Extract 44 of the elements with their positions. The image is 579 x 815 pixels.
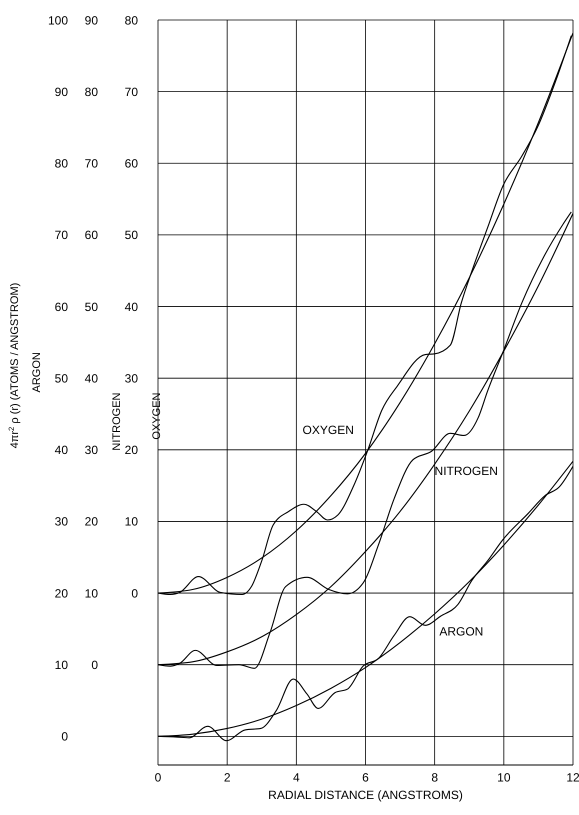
x-tick-label: 8 [431,770,438,785]
y-tick-label: 40 [54,443,68,458]
y3-tick-label: 30 [124,371,138,386]
y2-tick-label: 0 [91,658,98,672]
y-tick-label: 20 [54,586,68,600]
y2-axis-title: NITROGEN [110,392,123,451]
x-tick-label: 10 [497,770,511,785]
y2-tick-label: 70 [84,156,98,171]
y2-tick-label: 20 [84,514,98,529]
y2-tick-label: 50 [84,300,98,314]
y2-tick-label: 10 [84,586,98,600]
y3-tick-label: 20 [124,443,138,458]
y-tick-label: 50 [54,371,68,386]
x-axis-title: RADIAL DISTANCE (ANGSTROMS) [268,788,463,802]
y2-tick-label: 40 [84,371,98,386]
series-label: OXYGEN [302,422,354,437]
y-tick-label: 90 [54,84,68,99]
y2-tick-label: 90 [84,13,98,28]
y3-tick-label: 0 [131,586,138,600]
series-label: ARGON [439,624,484,638]
y-tick-label: 100 [48,13,68,28]
x-tick-label: 0 [154,770,162,785]
y2-tick-label: 80 [84,84,98,99]
x-tick-label: 4 [292,770,300,785]
y-axis-title: ARGON [30,352,43,392]
x-tick-label: 6 [362,770,370,785]
x-tick-label: 2 [224,770,231,785]
x-tick-label: 12 [566,770,579,785]
y-tick-label: 60 [54,300,68,314]
y3-tick-label: 70 [124,84,138,99]
y3-axis-title: OXYGEN [150,392,163,440]
y-tick-label: 70 [54,228,68,242]
y-tick-label: 30 [54,514,68,529]
series-label: NITROGEN [434,464,498,478]
y3-tick-label: 10 [124,514,138,529]
y3-tick-label: 40 [124,300,138,314]
y3-tick-label: 50 [124,228,138,242]
y3-tick-label: 60 [124,156,138,171]
y2-tick-label: 30 [84,443,98,458]
y-tick-label: 80 [54,156,68,171]
y3-tick-label: 80 [124,13,138,28]
y-tick-label: 10 [54,658,68,672]
y-tick-label: 0 [61,730,68,744]
y2-tick-label: 60 [84,228,98,242]
